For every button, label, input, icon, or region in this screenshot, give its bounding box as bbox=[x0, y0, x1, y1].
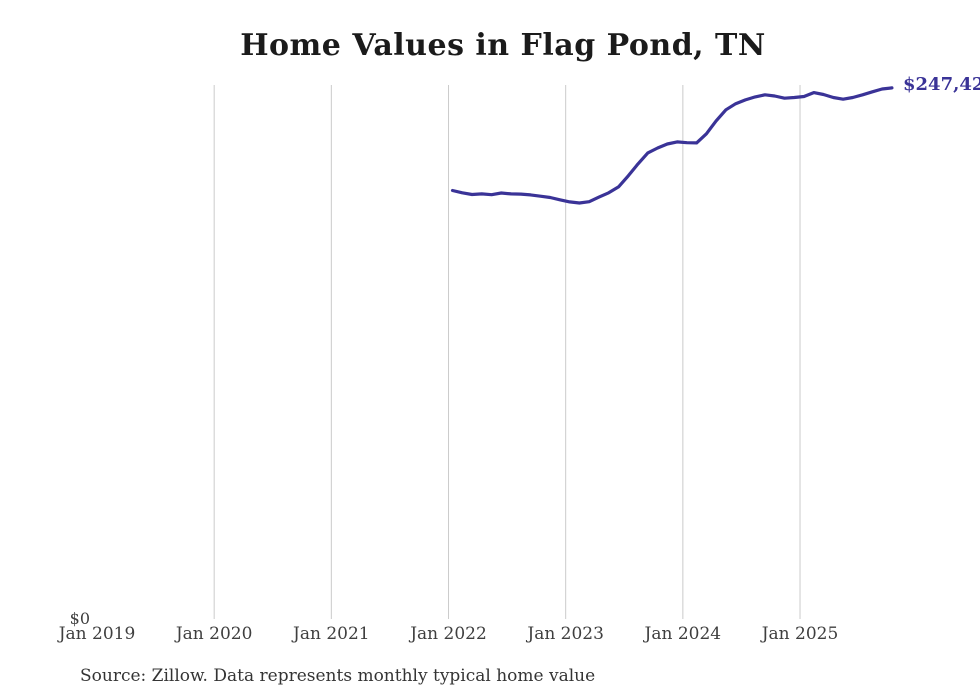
x-axis-label: Jan 2020 bbox=[175, 624, 253, 644]
chart-title: Home Values in Flag Pond, TN bbox=[240, 28, 766, 63]
x-axis-label: Jan 2019 bbox=[58, 624, 136, 644]
y-axis-zero-label: $0 bbox=[69, 609, 90, 628]
home-value-line bbox=[450, 86, 894, 205]
x-axis-label: Jan 2024 bbox=[644, 624, 722, 644]
source-note: Source: Zillow. Data represents monthly … bbox=[80, 666, 596, 686]
gridlines bbox=[213, 85, 801, 619]
x-axis-label: Jan 2025 bbox=[761, 624, 839, 644]
latest-value-label: $247,422 bbox=[903, 74, 980, 95]
x-axis-label: Jan 2023 bbox=[527, 624, 604, 644]
x-axis-label: Jan 2021 bbox=[293, 624, 370, 644]
x-axis-label: Jan 2022 bbox=[410, 624, 487, 644]
